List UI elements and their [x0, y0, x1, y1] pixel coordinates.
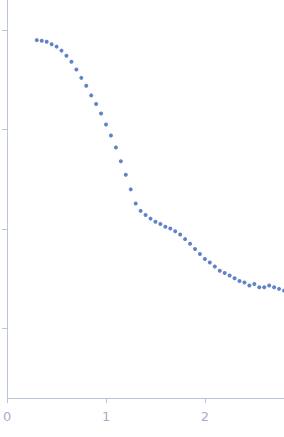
svg-text:1: 1 [102, 409, 110, 424]
svg-text:0: 0 [3, 409, 11, 424]
svg-text:2: 2 [201, 409, 209, 424]
